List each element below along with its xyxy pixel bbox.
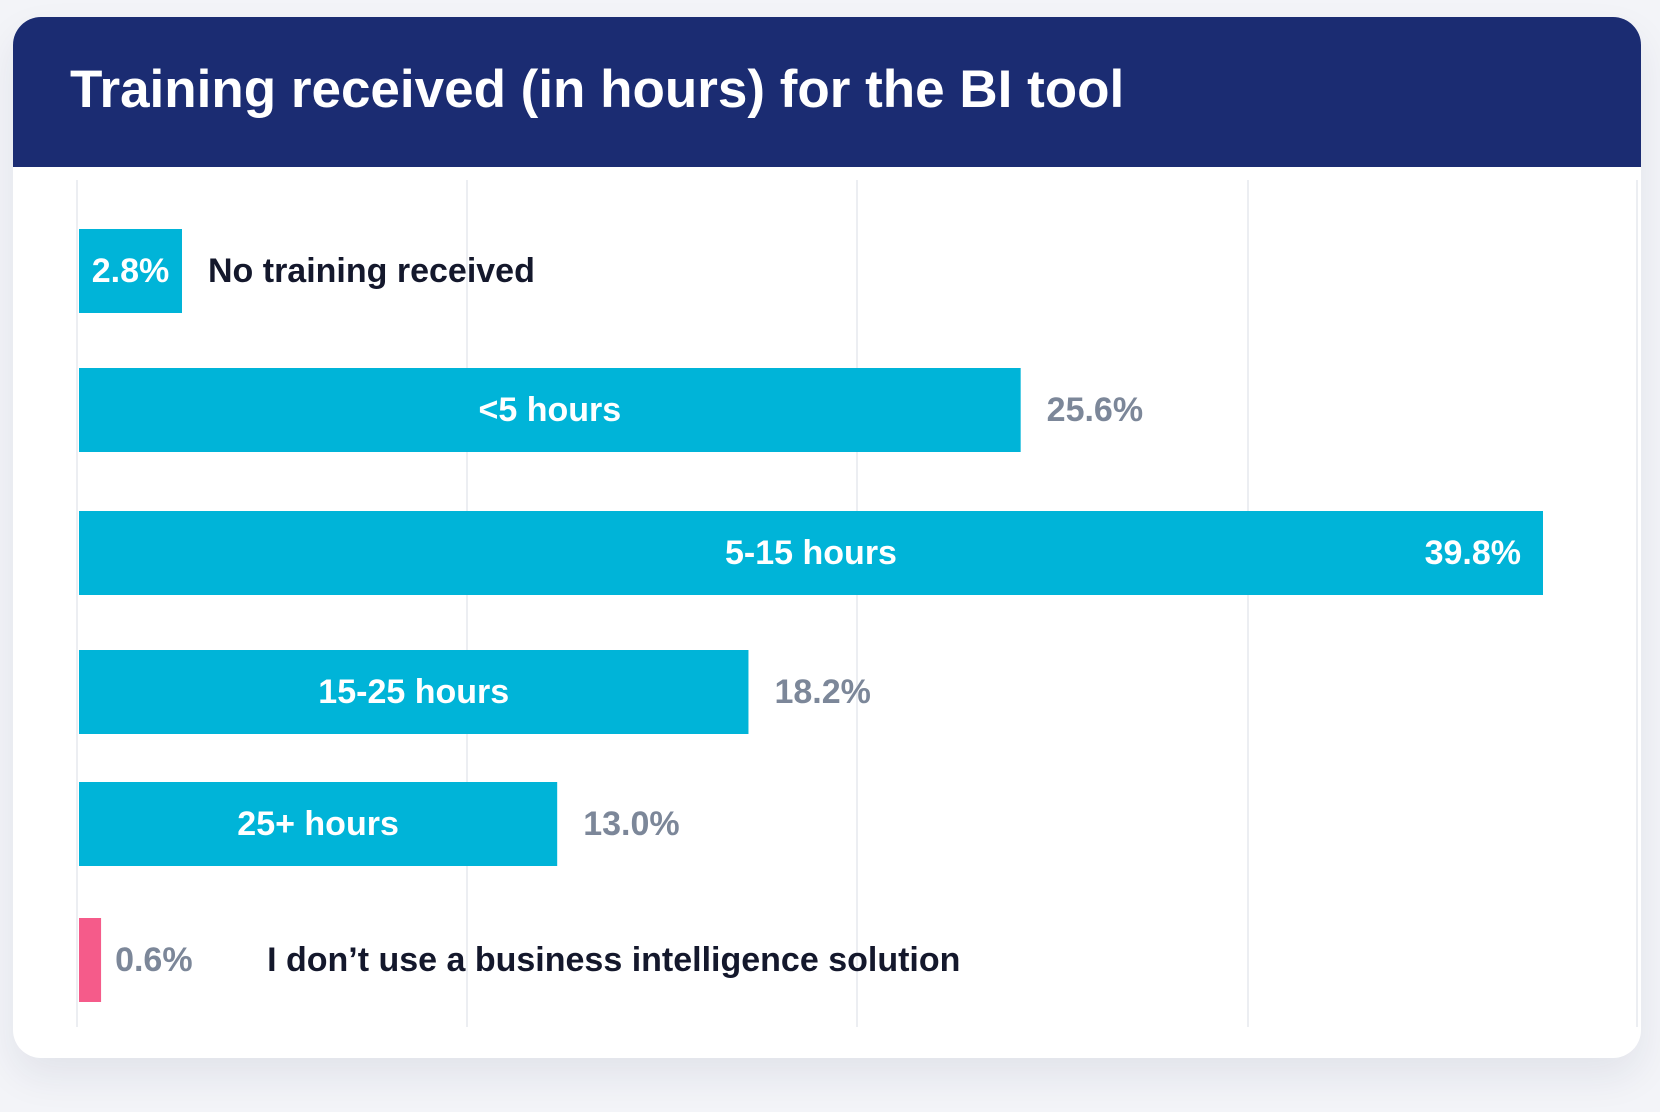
value-label-3: 18.2% (774, 673, 870, 711)
category-label-5: I don’t use a business intelligence solu… (267, 941, 960, 979)
bar-3 (79, 650, 749, 734)
value-label-0: 2.8% (92, 252, 170, 290)
category-label-3: 15-25 hours (318, 673, 509, 711)
bar-2 (79, 511, 1543, 595)
value-label-2: 39.8% (1425, 534, 1521, 572)
chart-header: Training received (in hours) for the BI … (13, 17, 1641, 167)
value-label-4: 13.0% (583, 805, 679, 843)
category-label-0: No training received (208, 252, 535, 290)
chart-title: Training received (in hours) for the BI … (70, 60, 1125, 119)
bar-4 (79, 782, 558, 866)
category-label-2: 5-15 hours (725, 534, 897, 572)
bar-0 (79, 229, 182, 313)
value-label-1: 25.6% (1047, 391, 1143, 429)
category-label-4: 25+ hours (237, 805, 399, 843)
bar-5 (79, 918, 102, 1002)
bar-1 (79, 368, 1021, 452)
category-label-1: <5 hours (478, 391, 621, 429)
value-label-5: 0.6% (115, 941, 192, 979)
